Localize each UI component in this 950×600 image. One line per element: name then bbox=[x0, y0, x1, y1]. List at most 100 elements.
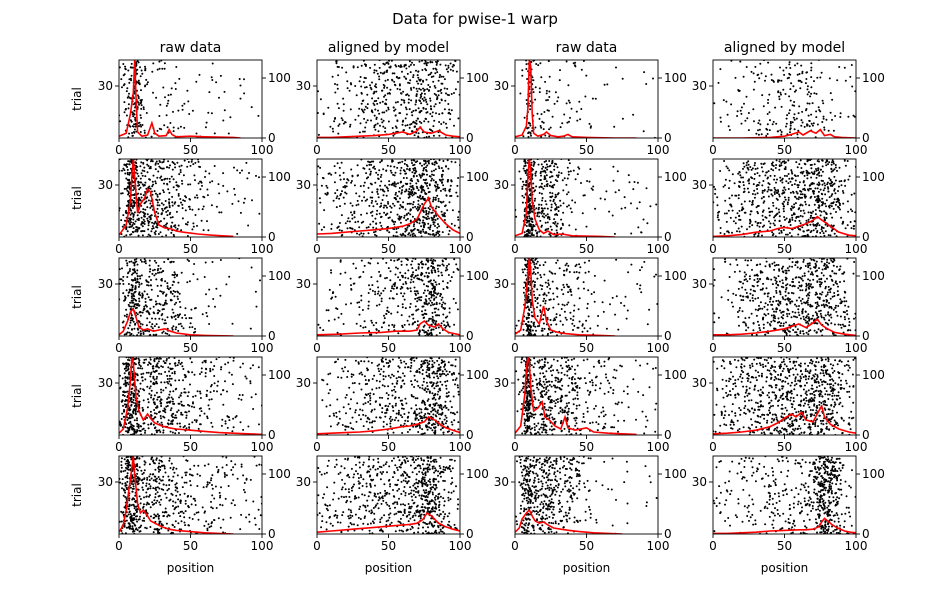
spike-point bbox=[430, 211, 433, 214]
spike-point bbox=[359, 325, 362, 327]
spike-point bbox=[134, 287, 137, 290]
spike-point bbox=[424, 160, 427, 163]
spike-point bbox=[812, 224, 815, 227]
spike-point bbox=[405, 219, 408, 222]
spike-point bbox=[222, 172, 225, 175]
spike-point bbox=[162, 189, 165, 192]
spike-point bbox=[787, 173, 790, 175]
spike-point bbox=[837, 190, 839, 192]
spike-point bbox=[363, 108, 366, 111]
raster-points bbox=[119, 258, 261, 336]
spike-point bbox=[550, 171, 553, 174]
spike-point bbox=[340, 161, 343, 164]
spike-point bbox=[410, 230, 413, 233]
spike-point bbox=[529, 207, 531, 210]
spike-point bbox=[354, 85, 357, 87]
spike-point bbox=[168, 180, 171, 183]
spike-point bbox=[817, 169, 820, 171]
spike-point bbox=[400, 103, 403, 106]
x-tick-label: 50 bbox=[579, 143, 594, 157]
spike-point bbox=[444, 99, 447, 102]
spike-point bbox=[455, 263, 458, 266]
spike-point bbox=[624, 206, 627, 209]
spike-point bbox=[341, 190, 343, 193]
spike-point bbox=[633, 181, 636, 183]
spike-point bbox=[369, 288, 372, 291]
spike-point bbox=[372, 166, 375, 169]
spike-point bbox=[373, 231, 375, 234]
spike-point bbox=[616, 170, 619, 173]
spike-point bbox=[332, 199, 335, 202]
spike-point bbox=[798, 181, 801, 184]
spike-point bbox=[522, 135, 525, 138]
spike-point bbox=[414, 125, 416, 128]
spike-point bbox=[317, 133, 320, 136]
spike-point bbox=[386, 206, 388, 209]
spike-point bbox=[767, 176, 769, 179]
spike-point bbox=[157, 268, 160, 270]
spike-point bbox=[386, 309, 389, 312]
spike-point bbox=[804, 200, 807, 203]
spike-point bbox=[773, 174, 776, 177]
x-tick-label: 50 bbox=[777, 242, 792, 256]
spike-point bbox=[539, 125, 542, 127]
spike-point bbox=[741, 208, 744, 211]
spike-point bbox=[420, 109, 423, 112]
spike-point bbox=[404, 77, 407, 80]
spike-point bbox=[127, 327, 130, 330]
spike-point bbox=[746, 228, 748, 231]
spike-point bbox=[215, 81, 218, 84]
spike-point bbox=[755, 132, 758, 135]
spike-point bbox=[177, 316, 180, 319]
spike-point bbox=[822, 227, 825, 229]
spike-point bbox=[782, 189, 784, 192]
spike-point bbox=[568, 224, 571, 227]
spike-point bbox=[777, 228, 780, 231]
spike-point bbox=[570, 107, 573, 110]
spike-point bbox=[134, 220, 137, 223]
spike-point bbox=[565, 269, 568, 272]
spike-point bbox=[423, 331, 426, 334]
spike-point bbox=[745, 161, 748, 164]
spike-point bbox=[444, 187, 447, 190]
spike-point bbox=[365, 177, 368, 180]
spike-point bbox=[535, 170, 538, 173]
spike-point bbox=[402, 177, 405, 179]
spike-point bbox=[217, 183, 220, 186]
spike-point bbox=[544, 80, 547, 83]
spike-point bbox=[121, 169, 123, 172]
spike-point bbox=[391, 297, 394, 300]
spike-point bbox=[204, 170, 207, 173]
spike-point bbox=[425, 303, 428, 305]
spike-point bbox=[588, 259, 591, 262]
spike-point bbox=[158, 317, 161, 320]
spike-point bbox=[543, 185, 546, 188]
spike-point bbox=[381, 121, 384, 124]
spike-point bbox=[157, 309, 160, 312]
spike-point bbox=[410, 99, 413, 102]
spike-point bbox=[714, 192, 717, 195]
spike-point bbox=[580, 182, 582, 184]
spike-point bbox=[791, 172, 794, 175]
spike-point bbox=[393, 324, 396, 327]
spike-point bbox=[736, 230, 738, 233]
spike-point bbox=[363, 196, 366, 199]
spike-point bbox=[823, 210, 826, 213]
spike-point bbox=[126, 168, 129, 171]
spike-point bbox=[368, 163, 371, 166]
spike-point bbox=[437, 274, 440, 277]
spike-point bbox=[145, 324, 148, 327]
spike-point bbox=[738, 218, 741, 221]
spike-point bbox=[439, 189, 442, 192]
spike-point bbox=[810, 86, 813, 89]
spike-point bbox=[168, 166, 171, 169]
spike-point bbox=[360, 299, 363, 302]
spike-point bbox=[817, 197, 820, 200]
spike-point bbox=[620, 302, 622, 304]
spike-point bbox=[833, 198, 836, 201]
spike-point bbox=[818, 204, 820, 207]
spike-point bbox=[431, 311, 434, 314]
spike-point bbox=[135, 226, 138, 228]
spike-point bbox=[388, 180, 391, 183]
spike-point bbox=[181, 217, 184, 220]
